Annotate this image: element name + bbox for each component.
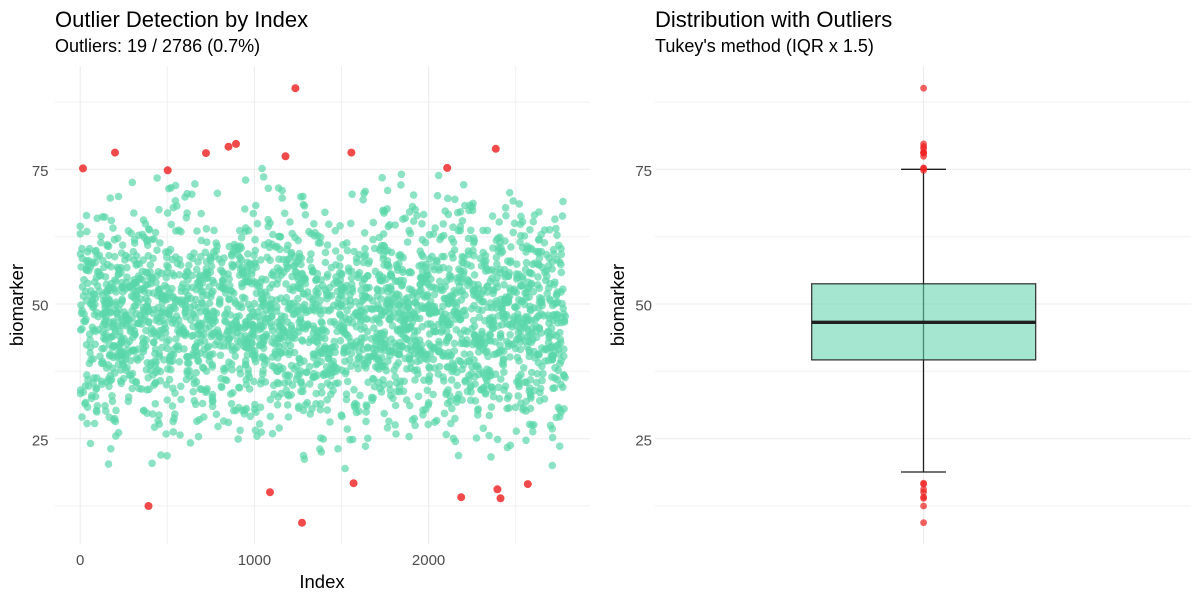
svg-text:75: 75	[635, 163, 652, 180]
svg-text:Tukey's method (IQR x 1.5): Tukey's method (IQR x 1.5)	[655, 36, 874, 56]
svg-text:biomarker: biomarker	[607, 264, 628, 346]
svg-text:1000: 1000	[238, 552, 271, 569]
svg-text:Outliers: 19 / 2786 (0.7%): Outliers: 19 / 2786 (0.7%)	[55, 36, 260, 56]
svg-text:50: 50	[32, 298, 49, 315]
svg-text:50: 50	[635, 298, 652, 315]
svg-text:75: 75	[32, 163, 49, 180]
svg-text:Distribution with Outliers: Distribution with Outliers	[655, 7, 892, 32]
svg-text:Outlier Detection by Index: Outlier Detection by Index	[55, 7, 308, 32]
svg-text:biomarker: biomarker	[6, 264, 27, 346]
svg-text:2000: 2000	[412, 552, 445, 569]
svg-text:0: 0	[76, 552, 84, 569]
svg-text:25: 25	[635, 432, 652, 449]
svg-text:25: 25	[32, 432, 49, 449]
svg-text:Index: Index	[299, 571, 345, 592]
